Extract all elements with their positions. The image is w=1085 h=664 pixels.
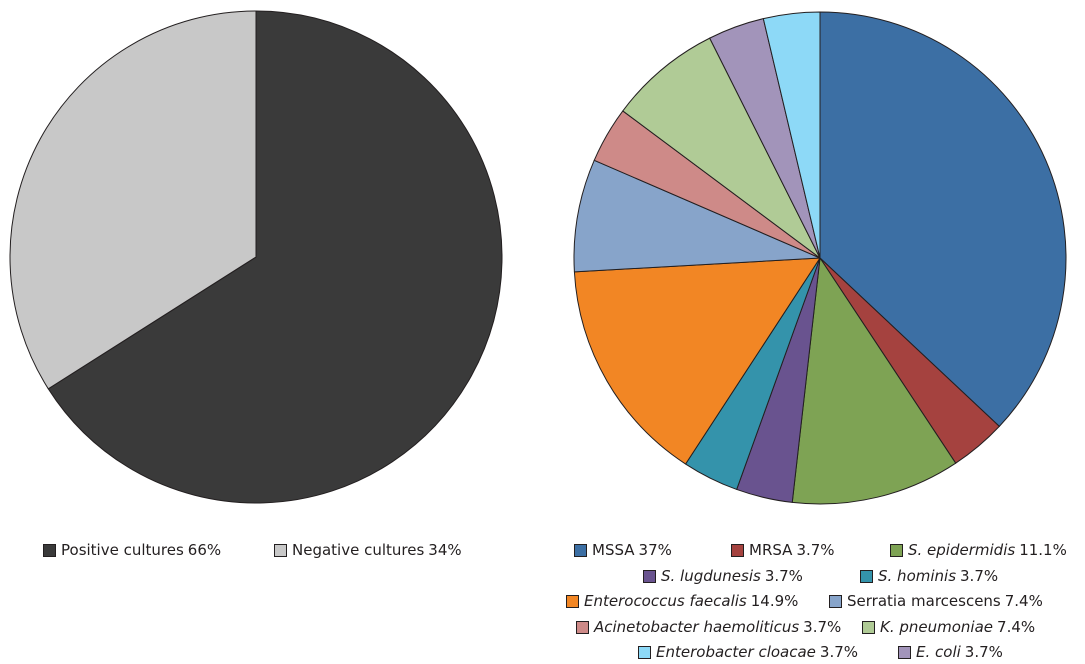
legend-swatch	[731, 543, 744, 557]
legend-percent: 3.7%	[764, 567, 803, 585]
legend-percent: 11.1%	[1019, 541, 1067, 559]
legend-swatch	[274, 543, 287, 557]
pie-slice-negative-cultures	[9, 10, 257, 390]
legend-percent: 7.4%	[1004, 592, 1043, 610]
legend-percent: 3.7%	[803, 618, 842, 636]
legend-percent: 3.7%	[960, 567, 999, 585]
legend-item-acinetobacter-haemoliticus: Acinetobacter haemoliticus 3.7%	[576, 618, 841, 636]
pie-slice-positive-cultures	[47, 10, 503, 504]
pie-slice-k-pneumoniae	[622, 37, 821, 259]
legend-percent: 14.9%	[750, 592, 799, 610]
legend-swatch	[829, 594, 842, 608]
legend-label: Negative cultures	[292, 541, 425, 559]
legend-swatch	[643, 569, 656, 583]
legend-percent: 3.7%	[964, 643, 1003, 661]
legend-item-positive-cultures: Positive cultures 66%	[43, 541, 221, 559]
legend-label: K. pneumoniae	[880, 618, 994, 636]
legend-item-k-pneumoniae: K. pneumoniae 7.4%	[862, 618, 1035, 636]
legend-label: Enterococcus faecalis	[584, 592, 747, 610]
pie-slice-serratia-marcescens	[573, 159, 821, 273]
legend-percent: 34%	[428, 541, 462, 559]
legend-item-s-lugdunesis: S. lugdunesis 3.7%	[643, 567, 803, 585]
pathogen-distribution-pie-chart	[573, 11, 1067, 505]
legend-swatch	[576, 620, 589, 634]
legend-item-s-hominis: S. hominis 3.7%	[860, 567, 998, 585]
legend-swatch	[43, 543, 56, 557]
pie-slice-mssa	[819, 11, 1067, 427]
pie-slice-enterococcus-faecalis	[573, 257, 821, 465]
legend-swatch	[898, 645, 911, 659]
legend-item-serratia-marcescens: Serratia marcescens 7.4%	[829, 592, 1043, 610]
legend-swatch	[638, 645, 651, 659]
legend-percent: 3.7%	[796, 541, 835, 559]
legend-label: Acinetobacter haemoliticus	[594, 618, 800, 636]
legend-label: Positive cultures	[61, 541, 184, 559]
culture-result-pie-chart	[9, 10, 503, 504]
legend-percent: 3.7%	[819, 643, 859, 661]
pie-slice-s-epidermidis	[791, 257, 957, 505]
legend-label: Serratia marcescens	[847, 592, 1001, 610]
legend-percent: 37%	[638, 541, 672, 559]
legend-swatch	[860, 569, 873, 583]
legend-item-enterococcus-faecalis: Enterococcus faecalis 14.9%	[566, 592, 798, 610]
legend-swatch	[574, 543, 587, 557]
legend-label: MRSA	[749, 541, 793, 559]
legend-item-negative-cultures: Negative cultures 34%	[274, 541, 462, 559]
legend-item-mssa: MSSA 37%	[574, 541, 672, 559]
pie-slice-enterobacter-cloacae	[762, 11, 821, 259]
legend-swatch	[566, 594, 579, 608]
legend-percent: 7.4%	[997, 618, 1036, 636]
legend-label: Enterobacter cloacae	[656, 643, 816, 661]
legend-percent: 66%	[187, 541, 222, 559]
legend-item-mrsa: MRSA 3.7%	[731, 541, 835, 559]
legend-item-enterobacter-cloacae: Enterobacter cloacae 3.7%	[638, 643, 858, 661]
legend-swatch	[890, 543, 903, 557]
legend-item-e-coli: E. coli 3.7%	[898, 643, 1003, 661]
legend-label: S. hominis	[878, 567, 957, 585]
legend-label: S. lugdunesis	[661, 567, 761, 585]
legend-item-s-epidermidis: S. epidermidis 11.1%	[890, 541, 1067, 559]
legend-swatch	[862, 620, 875, 634]
legend-label: E. coli	[916, 643, 961, 661]
legend-label: MSSA	[592, 541, 635, 559]
legend-label: S. epidermidis	[908, 541, 1016, 559]
